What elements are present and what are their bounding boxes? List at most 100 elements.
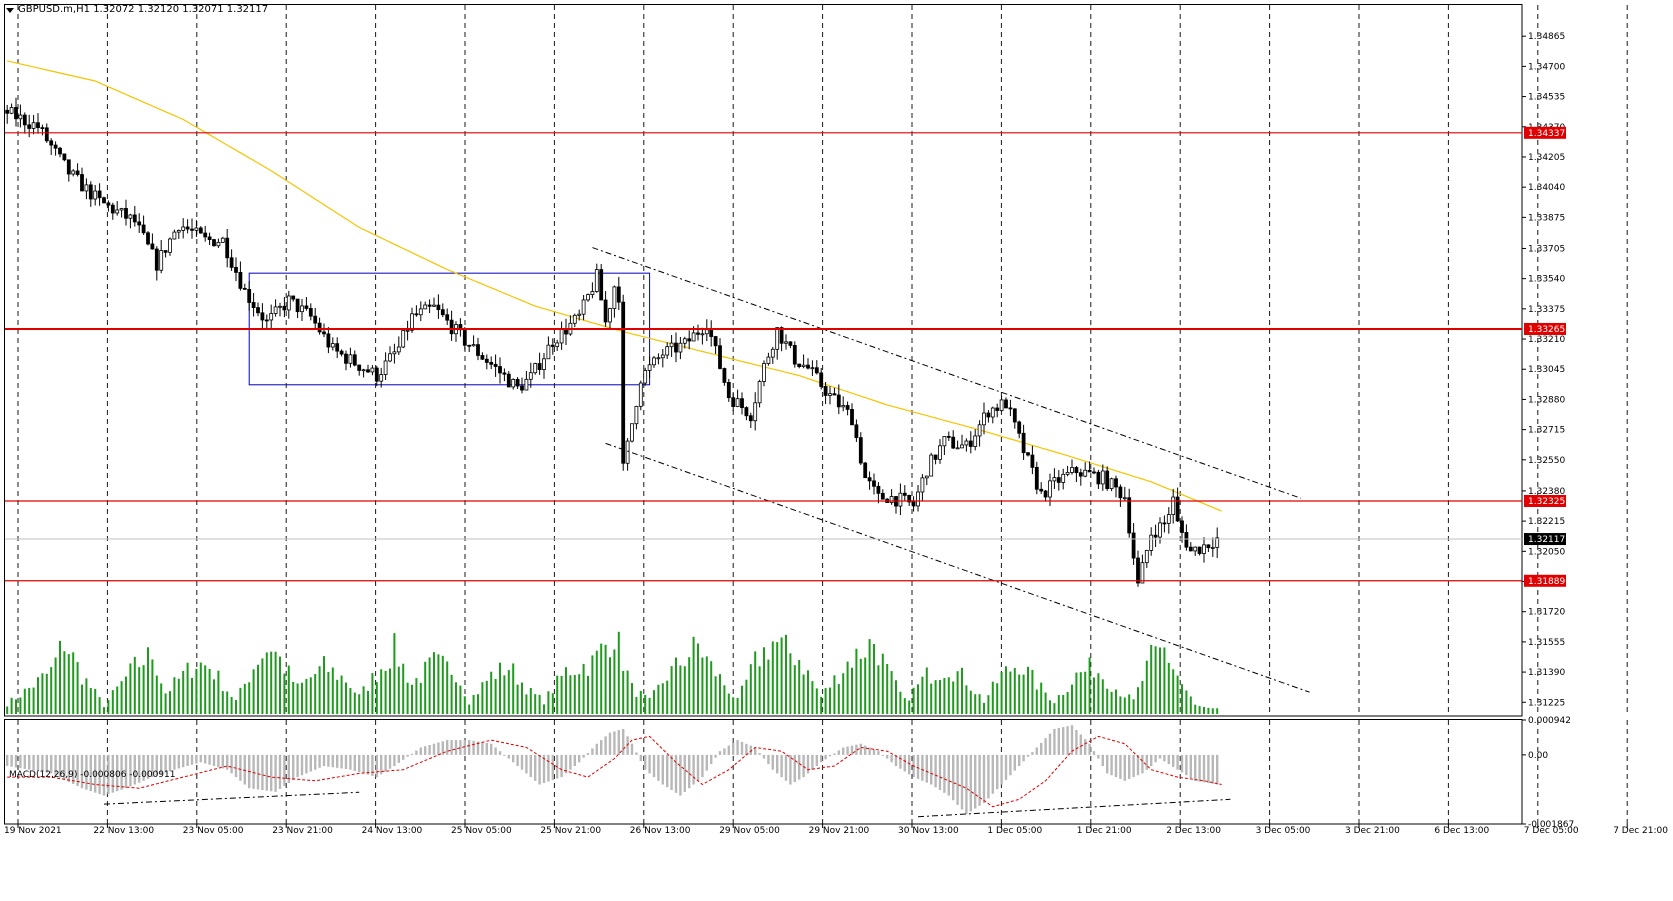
volume-bar bbox=[1203, 706, 1205, 714]
macd-histogram-bar bbox=[58, 754, 62, 778]
candle-body bbox=[484, 358, 489, 363]
macd-histogram-bar bbox=[903, 754, 906, 772]
macd-histogram-bar bbox=[560, 754, 563, 778]
macd-histogram-bar bbox=[591, 748, 594, 755]
volume-bar bbox=[160, 683, 163, 714]
candle-body bbox=[159, 250, 164, 271]
macd-histogram-bar bbox=[661, 754, 664, 785]
macd-histogram-bar bbox=[1097, 754, 1100, 759]
level-badge bbox=[1524, 126, 1566, 139]
macd-histogram-bar bbox=[1048, 733, 1052, 755]
volume-bar bbox=[472, 694, 475, 714]
candle-body bbox=[797, 363, 802, 367]
candle-body bbox=[1004, 399, 1008, 409]
candle-body bbox=[1184, 532, 1189, 548]
volume-bar bbox=[243, 683, 246, 714]
macd-histogram-bar bbox=[886, 754, 889, 759]
macd-histogram-bar bbox=[679, 754, 682, 796]
y-tick-label: 1.34205 bbox=[1528, 153, 1565, 163]
volume-bar bbox=[807, 670, 809, 714]
volume-bar bbox=[459, 685, 462, 714]
macd-histogram-bar bbox=[982, 754, 986, 804]
volume-bar bbox=[327, 671, 330, 714]
candle-body bbox=[1030, 454, 1035, 468]
volume-bar bbox=[723, 685, 726, 714]
macd-histogram-bar bbox=[815, 754, 818, 766]
macd-histogram-bar bbox=[1128, 754, 1131, 779]
candle-body bbox=[379, 374, 384, 382]
macd-histogram-bar bbox=[534, 754, 537, 781]
x-tick-label: 1 Dec 05:00 bbox=[987, 826, 1042, 836]
volume-bar bbox=[679, 665, 682, 714]
volume-bar bbox=[23, 688, 26, 714]
chart-menu-arrow-icon[interactable] bbox=[6, 8, 14, 13]
macd-pane-frame bbox=[4, 719, 1523, 825]
candle-body bbox=[709, 329, 714, 337]
candle-body bbox=[872, 480, 876, 487]
macd-histogram-bar bbox=[542, 754, 546, 784]
candle-body bbox=[234, 266, 238, 273]
candle-body bbox=[722, 368, 727, 383]
volume-bar bbox=[375, 682, 378, 714]
y-tick-label: 1.33705 bbox=[1528, 244, 1565, 254]
candle-body bbox=[445, 314, 450, 321]
x-tick-label: 7 Dec 21:00 bbox=[1613, 826, 1668, 836]
candle-body bbox=[317, 322, 322, 333]
candle-body bbox=[555, 342, 560, 347]
y-tick-label: 1.33210 bbox=[1528, 335, 1565, 345]
macd-histogram-bar bbox=[256, 754, 260, 790]
volume-bar bbox=[785, 634, 787, 714]
candle-body bbox=[515, 379, 520, 387]
volume-bar bbox=[1216, 708, 1219, 714]
macd-histogram-bar bbox=[32, 754, 35, 771]
candle-body bbox=[955, 447, 960, 450]
macd-histogram-bar bbox=[718, 751, 722, 755]
candle-body bbox=[498, 366, 502, 374]
candle-body bbox=[300, 305, 304, 313]
macd-histogram-bar bbox=[780, 754, 783, 778]
candle-body bbox=[1039, 488, 1044, 492]
volume-bar bbox=[450, 674, 453, 714]
candle-body bbox=[924, 475, 929, 479]
candle-body bbox=[1109, 478, 1114, 489]
volume-bar bbox=[15, 699, 17, 714]
volume-bar bbox=[345, 682, 347, 714]
volume-bar bbox=[903, 698, 906, 714]
macd-histogram-bar bbox=[727, 745, 730, 755]
macd-histogram-bar bbox=[899, 754, 902, 769]
volume-bar bbox=[367, 690, 369, 714]
candle-body bbox=[1070, 467, 1074, 473]
macd-histogram-bar bbox=[573, 754, 576, 766]
macd-histogram-bar bbox=[292, 754, 295, 781]
volume-bar bbox=[697, 643, 699, 714]
macd-histogram-bar bbox=[173, 754, 176, 770]
macd-histogram-bar bbox=[1009, 754, 1012, 776]
candle-body bbox=[308, 308, 313, 317]
macd-histogram-bar bbox=[644, 754, 647, 770]
volume-bar bbox=[318, 666, 321, 714]
candle-body bbox=[405, 329, 410, 332]
volume-bar bbox=[248, 682, 251, 714]
candle-body bbox=[1180, 520, 1184, 533]
volume-bar bbox=[591, 655, 594, 714]
volume-bar bbox=[411, 684, 413, 714]
volume-bar bbox=[767, 659, 770, 714]
volume-bar bbox=[1049, 700, 1051, 714]
macd-histogram-bar bbox=[1053, 728, 1056, 755]
candle-body bbox=[14, 107, 18, 120]
macd-histogram-bar bbox=[1132, 754, 1135, 778]
candle-body bbox=[669, 342, 674, 348]
macd-histogram-bar bbox=[652, 754, 656, 778]
volume-bar bbox=[925, 667, 928, 714]
volume-bar bbox=[424, 661, 427, 714]
candle-body bbox=[502, 372, 507, 375]
macd-histogram-bar bbox=[683, 754, 686, 792]
quote-label: 1.32072 1.32120 1.32071 1.32117 bbox=[93, 4, 269, 15]
volume-bar bbox=[32, 687, 35, 714]
volume-bar bbox=[76, 662, 79, 714]
macd-histogram-bar bbox=[1040, 742, 1043, 755]
candle-body bbox=[740, 398, 744, 408]
volume-bar bbox=[617, 631, 620, 714]
candle-body bbox=[880, 492, 885, 500]
